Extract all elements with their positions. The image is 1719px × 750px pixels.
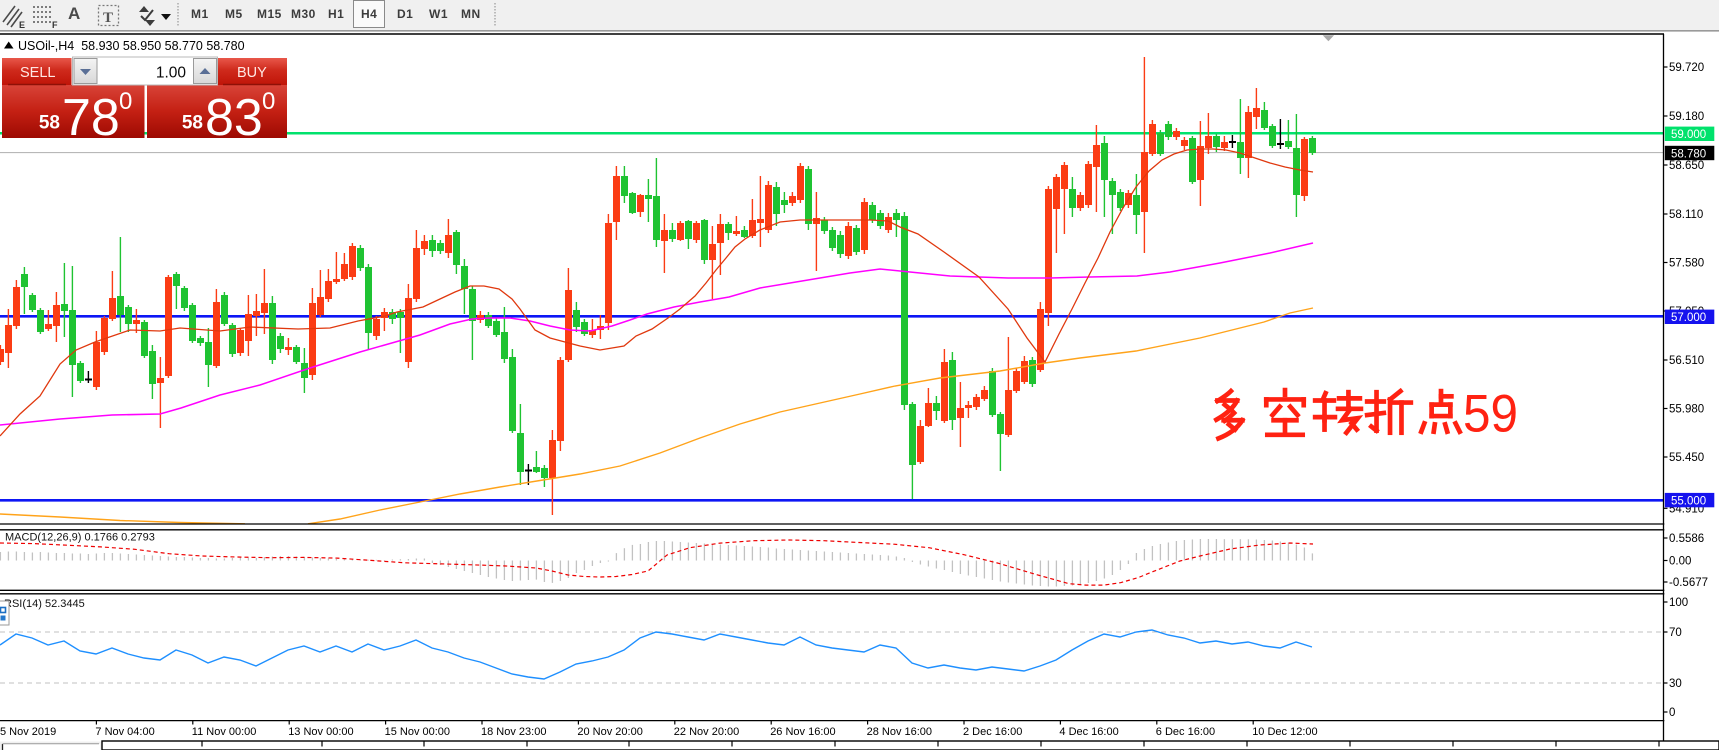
svg-text:USOil-,H4 58.930 58.950 58.77: USOil-,H4 58.930 58.950 58.770 58.780 xyxy=(18,39,245,53)
svg-text:11 Nov 00:00: 11 Nov 00:00 xyxy=(192,726,257,738)
svg-text:0: 0 xyxy=(1669,707,1675,719)
svg-text:15 Nov 00:00: 15 Nov 00:00 xyxy=(385,726,450,738)
svg-text:0.5586: 0.5586 xyxy=(1669,533,1704,545)
svg-text:78: 78 xyxy=(62,89,120,141)
svg-text:28 Nov 16:00: 28 Nov 16:00 xyxy=(867,726,932,738)
svg-text:2 Dec 16:00: 2 Dec 16:00 xyxy=(963,726,1022,738)
svg-text:6 Dec 16:00: 6 Dec 16:00 xyxy=(1156,726,1215,738)
svg-text:59.720: 59.720 xyxy=(1669,62,1704,74)
svg-text:55.000: 55.000 xyxy=(1671,496,1706,508)
svg-text:57.000: 57.000 xyxy=(1671,312,1706,324)
svg-text:30: 30 xyxy=(1669,678,1682,690)
svg-text:58: 58 xyxy=(182,113,203,134)
svg-text:20 Nov 20:00: 20 Nov 20:00 xyxy=(577,726,642,738)
svg-text:58.110: 58.110 xyxy=(1669,209,1703,221)
svg-text:RSI(14) 52.3445: RSI(14) 52.3445 xyxy=(4,598,85,610)
svg-text:59.180: 59.180 xyxy=(1669,111,1704,123)
svg-text:57.580: 57.580 xyxy=(1669,258,1704,270)
svg-text:83: 83 xyxy=(205,89,263,141)
svg-text:BUY: BUY xyxy=(237,65,267,81)
svg-text:13 Nov 00:00: 13 Nov 00:00 xyxy=(288,726,353,738)
svg-text:F: F xyxy=(52,20,58,30)
svg-text:59.000: 59.000 xyxy=(1671,129,1706,141)
svg-text:T: T xyxy=(103,10,113,26)
svg-text:4 Dec 16:00: 4 Dec 16:00 xyxy=(1059,726,1118,738)
svg-text:58.780: 58.780 xyxy=(1671,148,1706,160)
svg-text:0.00: 0.00 xyxy=(1669,556,1691,568)
svg-text:0: 0 xyxy=(262,88,275,115)
svg-text:59: 59 xyxy=(1463,385,1518,444)
svg-text:18 Nov 23:00: 18 Nov 23:00 xyxy=(481,726,546,738)
svg-text:100: 100 xyxy=(1669,597,1688,609)
svg-text:7 Nov 04:00: 7 Nov 04:00 xyxy=(95,726,154,738)
svg-text:5 Nov 2019: 5 Nov 2019 xyxy=(0,726,56,738)
svg-text:MACD(12,26,9) 0.1766 0.2793: MACD(12,26,9) 0.1766 0.2793 xyxy=(5,532,155,544)
svg-text:E: E xyxy=(19,20,25,30)
svg-text:56.510: 56.510 xyxy=(1669,355,1704,367)
svg-text:70: 70 xyxy=(1669,627,1682,639)
svg-text:10 Dec 12:00: 10 Dec 12:00 xyxy=(1252,726,1317,738)
svg-text:55.980: 55.980 xyxy=(1669,404,1704,416)
svg-text:58.650: 58.650 xyxy=(1669,160,1704,172)
svg-text:0: 0 xyxy=(119,88,132,115)
svg-text:58: 58 xyxy=(39,113,60,134)
svg-text:SELL: SELL xyxy=(20,65,55,81)
svg-text:-0.5677: -0.5677 xyxy=(1669,577,1708,589)
svg-text:22 Nov 20:00: 22 Nov 20:00 xyxy=(674,726,739,738)
svg-text:55.450: 55.450 xyxy=(1669,452,1704,464)
svg-text:1.00: 1.00 xyxy=(156,65,187,82)
svg-text:26 Nov 16:00: 26 Nov 16:00 xyxy=(770,726,835,738)
